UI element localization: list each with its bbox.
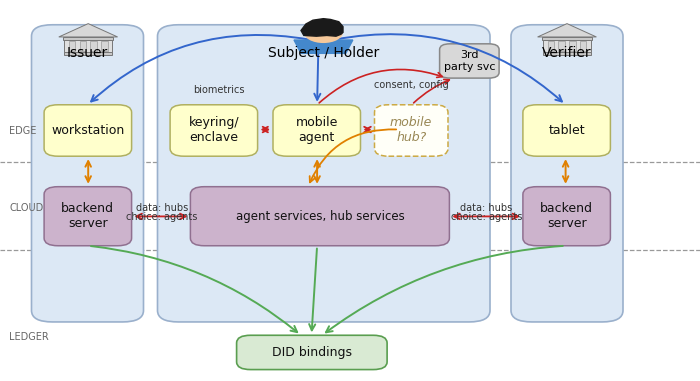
FancyBboxPatch shape xyxy=(374,105,448,156)
Text: Verifier: Verifier xyxy=(542,46,592,60)
Text: data: hubs: data: hubs xyxy=(136,203,188,213)
FancyBboxPatch shape xyxy=(80,41,86,51)
Text: agent services, hub services: agent services, hub services xyxy=(235,210,405,223)
Text: 3rd
party svc: 3rd party svc xyxy=(444,50,495,72)
Polygon shape xyxy=(301,19,343,36)
Polygon shape xyxy=(59,24,118,37)
Text: backend
server: backend server xyxy=(62,202,114,230)
FancyBboxPatch shape xyxy=(237,335,387,370)
Text: data: hubs: data: hubs xyxy=(461,203,512,213)
FancyBboxPatch shape xyxy=(69,41,75,51)
FancyBboxPatch shape xyxy=(44,105,132,156)
Text: mobile
agent: mobile agent xyxy=(295,117,338,144)
Polygon shape xyxy=(538,24,596,37)
Text: LEDGER: LEDGER xyxy=(9,332,49,342)
Text: Subject / Holder: Subject / Holder xyxy=(268,46,379,60)
Text: choice: agents: choice: agents xyxy=(126,212,197,222)
FancyBboxPatch shape xyxy=(316,35,330,41)
FancyBboxPatch shape xyxy=(273,105,360,156)
Text: Issuer: Issuer xyxy=(67,46,108,60)
FancyBboxPatch shape xyxy=(559,41,565,51)
FancyBboxPatch shape xyxy=(523,105,610,156)
Text: DID bindings: DID bindings xyxy=(272,346,352,359)
FancyBboxPatch shape xyxy=(547,41,554,51)
FancyBboxPatch shape xyxy=(440,44,499,78)
Text: biometrics: biometrics xyxy=(193,85,244,95)
FancyBboxPatch shape xyxy=(523,187,610,246)
FancyBboxPatch shape xyxy=(64,40,112,52)
FancyBboxPatch shape xyxy=(158,25,490,322)
FancyBboxPatch shape xyxy=(90,41,97,51)
FancyBboxPatch shape xyxy=(542,37,592,40)
FancyBboxPatch shape xyxy=(543,40,591,52)
Polygon shape xyxy=(294,40,353,53)
Text: EDGE: EDGE xyxy=(9,126,36,136)
FancyBboxPatch shape xyxy=(102,41,108,51)
FancyBboxPatch shape xyxy=(190,187,449,246)
FancyBboxPatch shape xyxy=(511,25,623,322)
FancyBboxPatch shape xyxy=(580,41,587,51)
Text: mobile
hub?: mobile hub? xyxy=(390,117,433,144)
Text: backend
server: backend server xyxy=(540,202,593,230)
Text: consent, config: consent, config xyxy=(374,80,449,90)
Circle shape xyxy=(304,22,343,43)
FancyBboxPatch shape xyxy=(64,52,112,55)
Text: tablet: tablet xyxy=(548,124,585,137)
FancyBboxPatch shape xyxy=(63,37,113,40)
Text: keyring/
enclave: keyring/ enclave xyxy=(188,117,239,144)
Text: workstation: workstation xyxy=(51,124,125,137)
FancyBboxPatch shape xyxy=(44,187,132,246)
FancyBboxPatch shape xyxy=(32,25,144,322)
Text: CLOUD: CLOUD xyxy=(9,203,43,213)
FancyBboxPatch shape xyxy=(569,41,575,51)
FancyBboxPatch shape xyxy=(543,52,591,55)
FancyBboxPatch shape xyxy=(170,105,258,156)
Text: choice: agents: choice: agents xyxy=(451,212,522,222)
